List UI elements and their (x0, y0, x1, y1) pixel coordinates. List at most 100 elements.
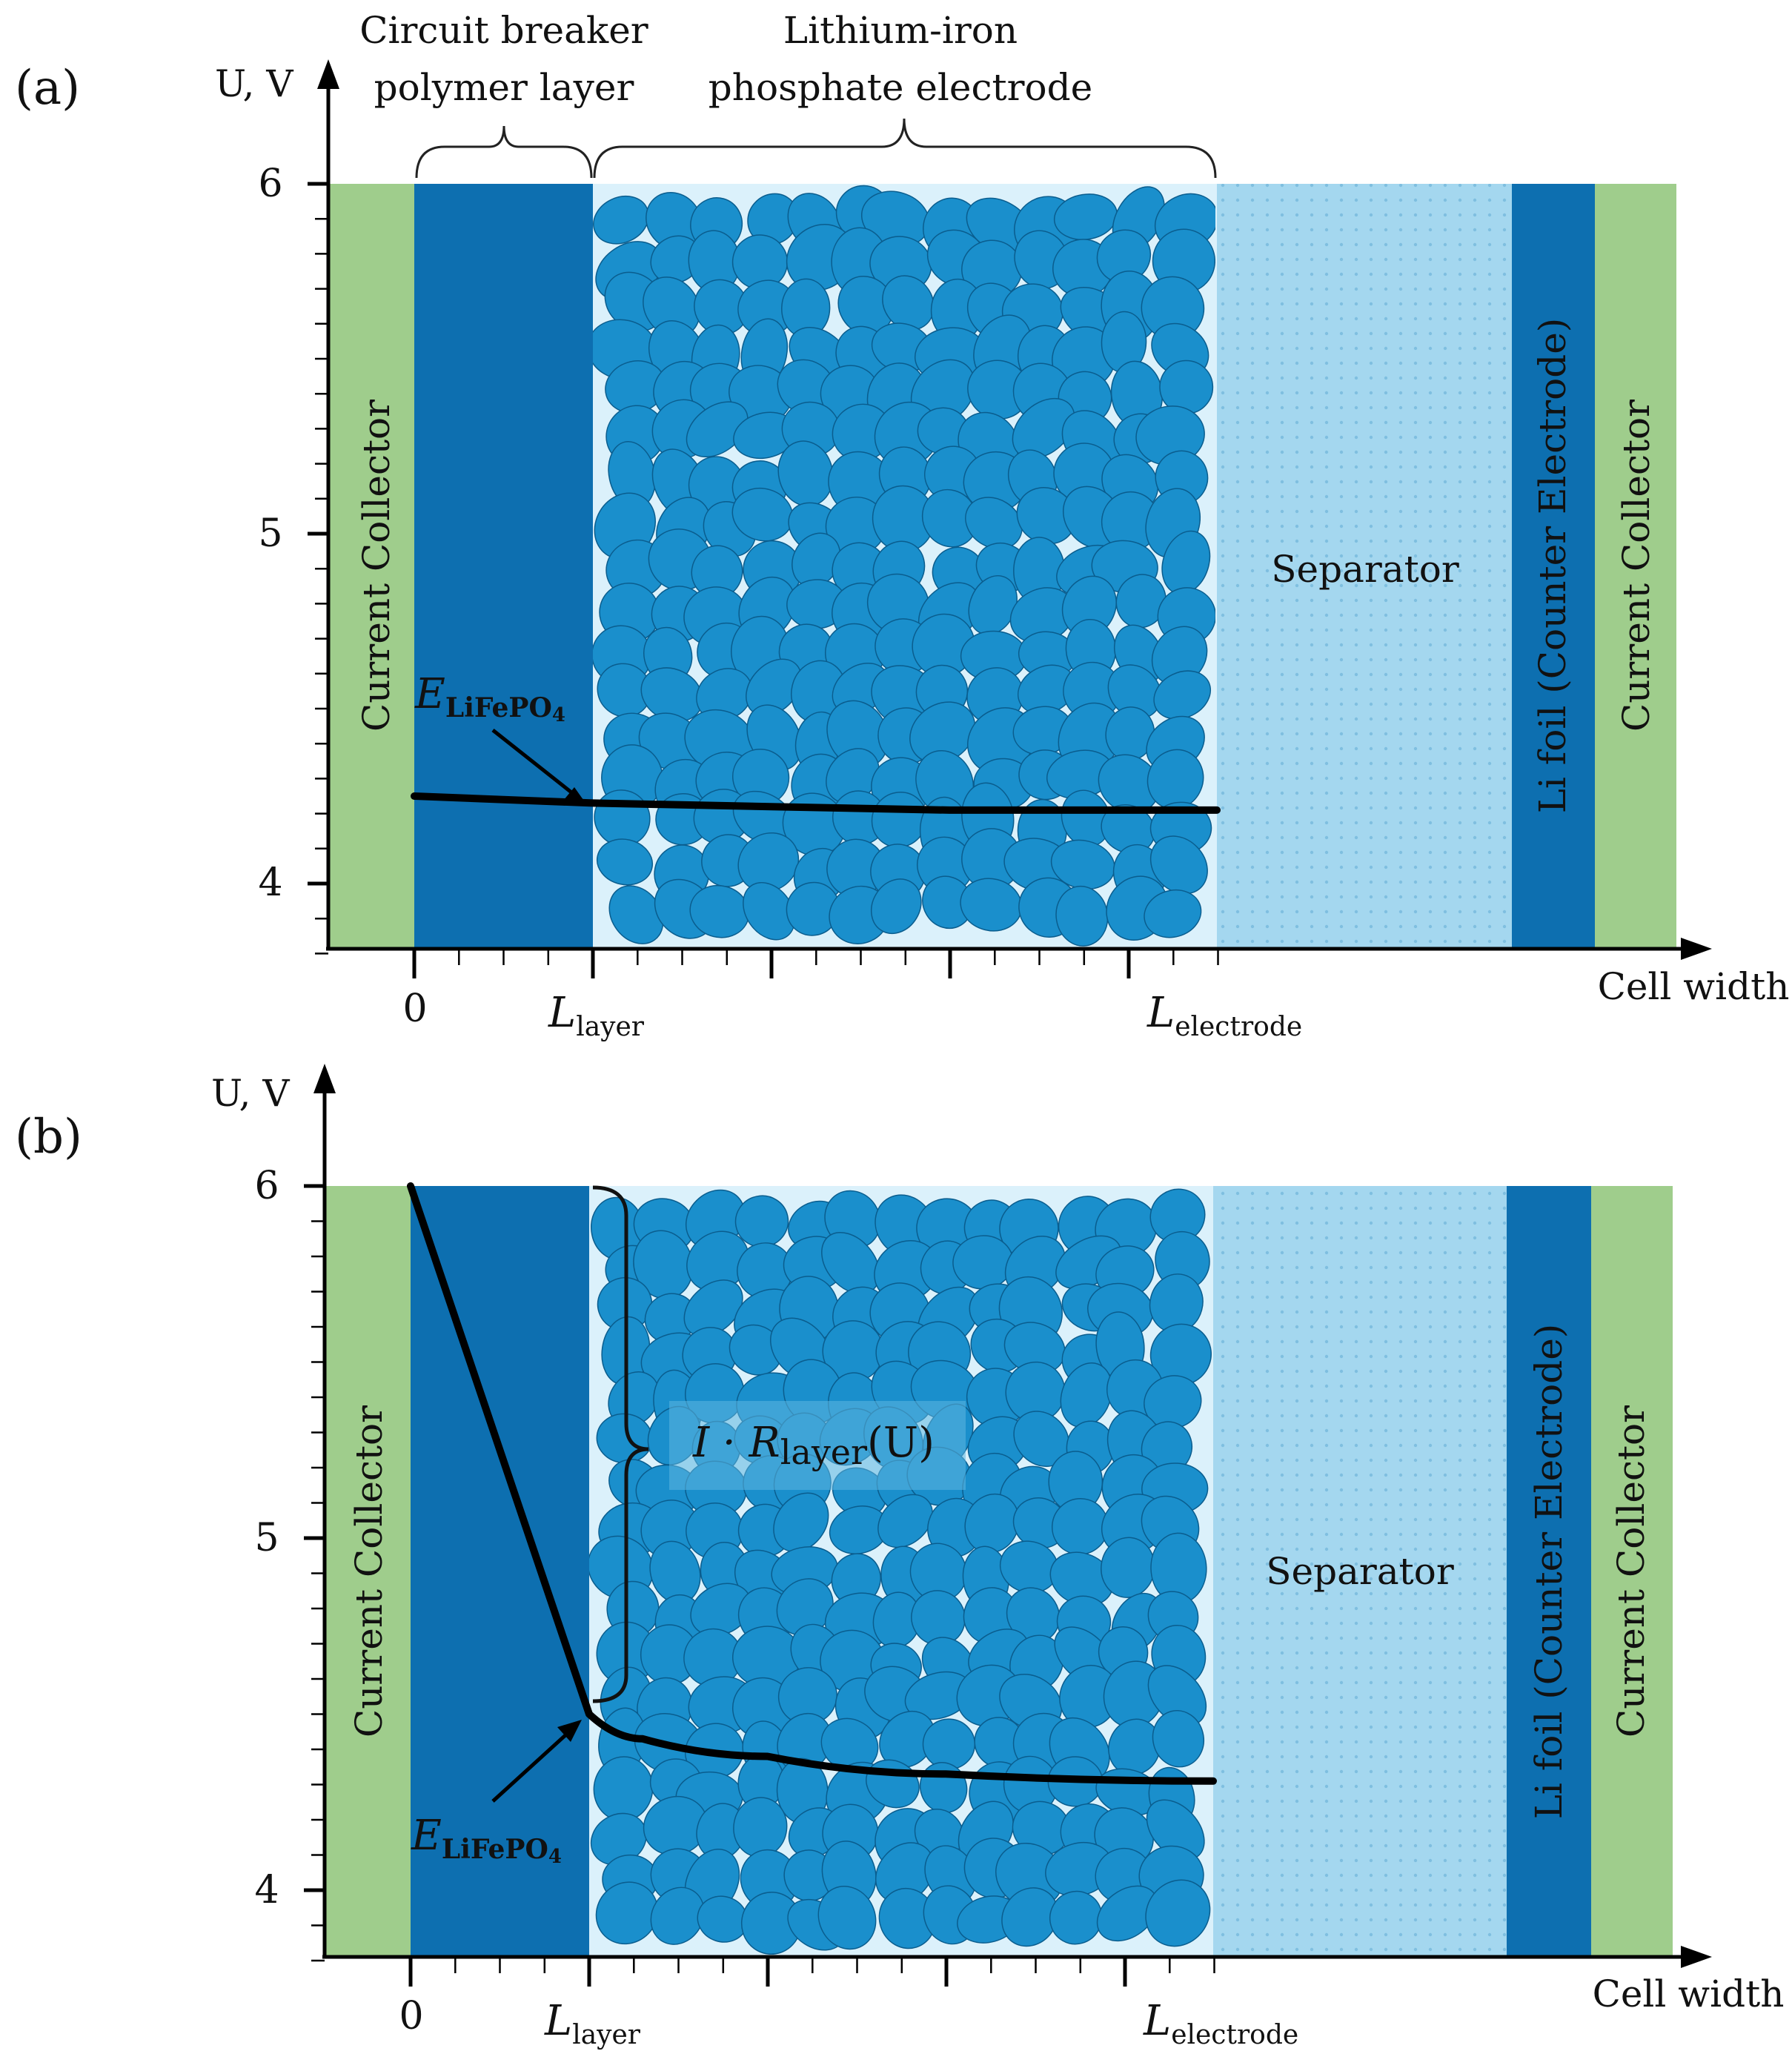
electrode-particle (1153, 670, 1212, 720)
electrode-particle (597, 663, 652, 718)
electrode-particle (776, 1578, 834, 1636)
li-foil (1512, 184, 1595, 947)
x-axis-label-a: Cell width (1598, 965, 1790, 1008)
electrode-brace (593, 118, 1217, 179)
electrode-particle (817, 1886, 877, 1950)
xtick-label-layer-a: Llayer (548, 989, 645, 1042)
curve-label-arrowhead-b (557, 1720, 582, 1742)
xtick-label-0-a: 0 (402, 987, 427, 1031)
ytick-label-6-a: 6 (258, 162, 282, 206)
x-axis-arrow-a (1681, 938, 1712, 960)
xtick-label-layer-b: Llayer (544, 1997, 641, 2050)
electrode-particle (875, 1842, 935, 1904)
voltage-drop-label-box (669, 1401, 966, 1490)
electrode-particle (683, 1279, 743, 1337)
electrode-particle (1151, 626, 1208, 686)
separator-region (1217, 184, 1512, 947)
panel-b: (b) Current Collector Separator Li foil … (15, 1064, 1784, 2050)
electrode-particle (1152, 1709, 1205, 1768)
polymer-layer-b (411, 1186, 589, 1957)
left-collector-label-b: Current Collector (348, 1405, 391, 1737)
electrode-particle (686, 401, 749, 458)
electrode-particle (1146, 1799, 1205, 1861)
curve-label-arrowhead-a (563, 787, 587, 805)
layer-brace-label-line1: Circuit breaker (359, 9, 648, 52)
electrode-particle (743, 881, 796, 941)
electrode-particles (593, 185, 1215, 947)
right-current-collector-b (1591, 1186, 1673, 1957)
layer-brace-label-line2: polymer layer (374, 66, 634, 109)
electrode-particle (877, 1494, 933, 1548)
curve-label-a: ELiFePO4 (414, 670, 565, 726)
electrode-particle (1147, 1665, 1207, 1726)
electrode-particle (1107, 664, 1162, 719)
electrode-particle (826, 838, 886, 898)
electrode-brace-label-line2: phosphate electrode (708, 66, 1092, 109)
y-axis-arrow-b (313, 1064, 336, 1093)
electrode-particle (773, 1492, 829, 1552)
left-current-collector-b (325, 1186, 411, 1957)
right-collector-label-b: Current Collector (1610, 1405, 1653, 1737)
potential-curve-b (407, 1182, 1217, 1785)
voltage-drop-label: I · Rlayer(U) (692, 1419, 935, 1472)
electrode-particles-b (589, 1188, 1212, 1955)
electrode-particle (1144, 889, 1202, 938)
electrode-brace-label-line1: Lithium-iron (783, 9, 1018, 52)
electrode-particle (1049, 1890, 1103, 1945)
ytick-label-4-a: 4 (258, 861, 282, 905)
electrode-particle (1060, 1362, 1113, 1428)
electrode-particle (593, 195, 649, 245)
y-ticks-a (308, 182, 328, 955)
y-ticks-b (304, 1184, 325, 1962)
curve-label-b: ELiFePO4 (411, 1812, 562, 1868)
x-axis-label-b: Cell width (1593, 1972, 1785, 2015)
left-collector-label: Current Collector (355, 400, 398, 732)
electrode-particle (746, 658, 802, 717)
polymer-layer (414, 184, 593, 947)
electrode-particle (882, 275, 935, 331)
panel-a: (a) Current Collector Separator Li foil … (15, 9, 1789, 1042)
electrode-particle (1149, 835, 1208, 895)
li-foil-label: Li foil (Counter Electrode) (1531, 318, 1574, 814)
ytick-label-5-b: 5 (254, 1516, 279, 1560)
x-ticks-b (408, 1957, 1215, 1987)
right-collector-label: Current Collector (1615, 400, 1658, 732)
electrode-particle (1001, 1887, 1059, 1947)
ytick-label-6-b: 6 (254, 1164, 279, 1208)
electrode-particle (909, 701, 976, 764)
y-axis-arrow-a (317, 59, 339, 89)
layer-brace (415, 125, 593, 179)
electrode-particle (1145, 1879, 1211, 1947)
li-foil-b (1507, 1186, 1591, 1957)
separator-label: Separator (1271, 548, 1459, 591)
electrode-particle (596, 838, 654, 886)
electrode-particle (696, 668, 753, 721)
right-current-collector (1595, 184, 1676, 947)
curve-label-arrow-a (491, 729, 583, 802)
electrode-particle (870, 878, 922, 935)
electrode-particle (650, 1886, 705, 1945)
voltage-drop-brace (592, 1185, 649, 1703)
electrode-particle (826, 748, 880, 804)
left-current-collector (328, 184, 414, 947)
electrode-particle (1051, 1498, 1109, 1555)
electrode-particle (1098, 754, 1160, 814)
separator-region-b (1213, 1186, 1507, 1957)
curve-label-arrow-b (491, 1726, 576, 1803)
potential-curve-a (411, 792, 1221, 814)
electrode-particle (965, 497, 1023, 550)
x-axis-arrow-b (1681, 1946, 1712, 1968)
y-axis-label-b: U, V (211, 1072, 290, 1115)
separator-label-b: Separator (1266, 1550, 1454, 1593)
xtick-label-electrode-a: Lelectrode (1146, 989, 1302, 1042)
x-ticks-a (412, 949, 1219, 978)
y-axis-label-a: U, V (215, 62, 293, 105)
xtick-label-electrode-b: Lelectrode (1143, 1997, 1298, 2050)
electrode-particle (1012, 397, 1075, 459)
ytick-label-4-b: 4 (254, 1868, 279, 1912)
ytick-label-5-a: 5 (258, 511, 282, 556)
panel-b-label: (b) (15, 1110, 82, 1165)
electrode-particle (737, 832, 800, 892)
xtick-label-0-b: 0 (399, 1994, 423, 2038)
